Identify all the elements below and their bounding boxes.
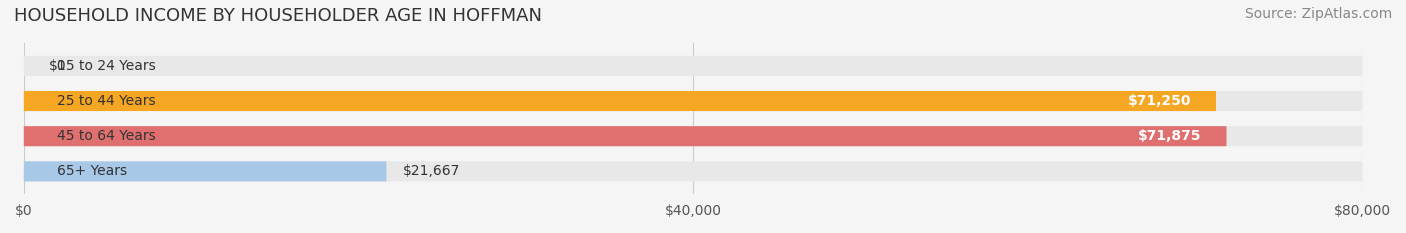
Text: $21,667: $21,667	[404, 164, 461, 178]
FancyBboxPatch shape	[24, 91, 1216, 111]
FancyBboxPatch shape	[24, 161, 1362, 182]
FancyBboxPatch shape	[24, 126, 1226, 146]
FancyBboxPatch shape	[24, 161, 387, 182]
FancyBboxPatch shape	[24, 56, 1362, 76]
Text: 25 to 44 Years: 25 to 44 Years	[58, 94, 156, 108]
Text: $0: $0	[49, 59, 66, 73]
FancyBboxPatch shape	[24, 91, 1362, 111]
Text: $71,250: $71,250	[1128, 94, 1191, 108]
Text: $71,875: $71,875	[1137, 129, 1201, 143]
Text: 65+ Years: 65+ Years	[58, 164, 128, 178]
FancyBboxPatch shape	[24, 126, 1362, 146]
Text: HOUSEHOLD INCOME BY HOUSEHOLDER AGE IN HOFFMAN: HOUSEHOLD INCOME BY HOUSEHOLDER AGE IN H…	[14, 7, 543, 25]
Text: 45 to 64 Years: 45 to 64 Years	[58, 129, 156, 143]
Text: 15 to 24 Years: 15 to 24 Years	[58, 59, 156, 73]
Text: Source: ZipAtlas.com: Source: ZipAtlas.com	[1244, 7, 1392, 21]
